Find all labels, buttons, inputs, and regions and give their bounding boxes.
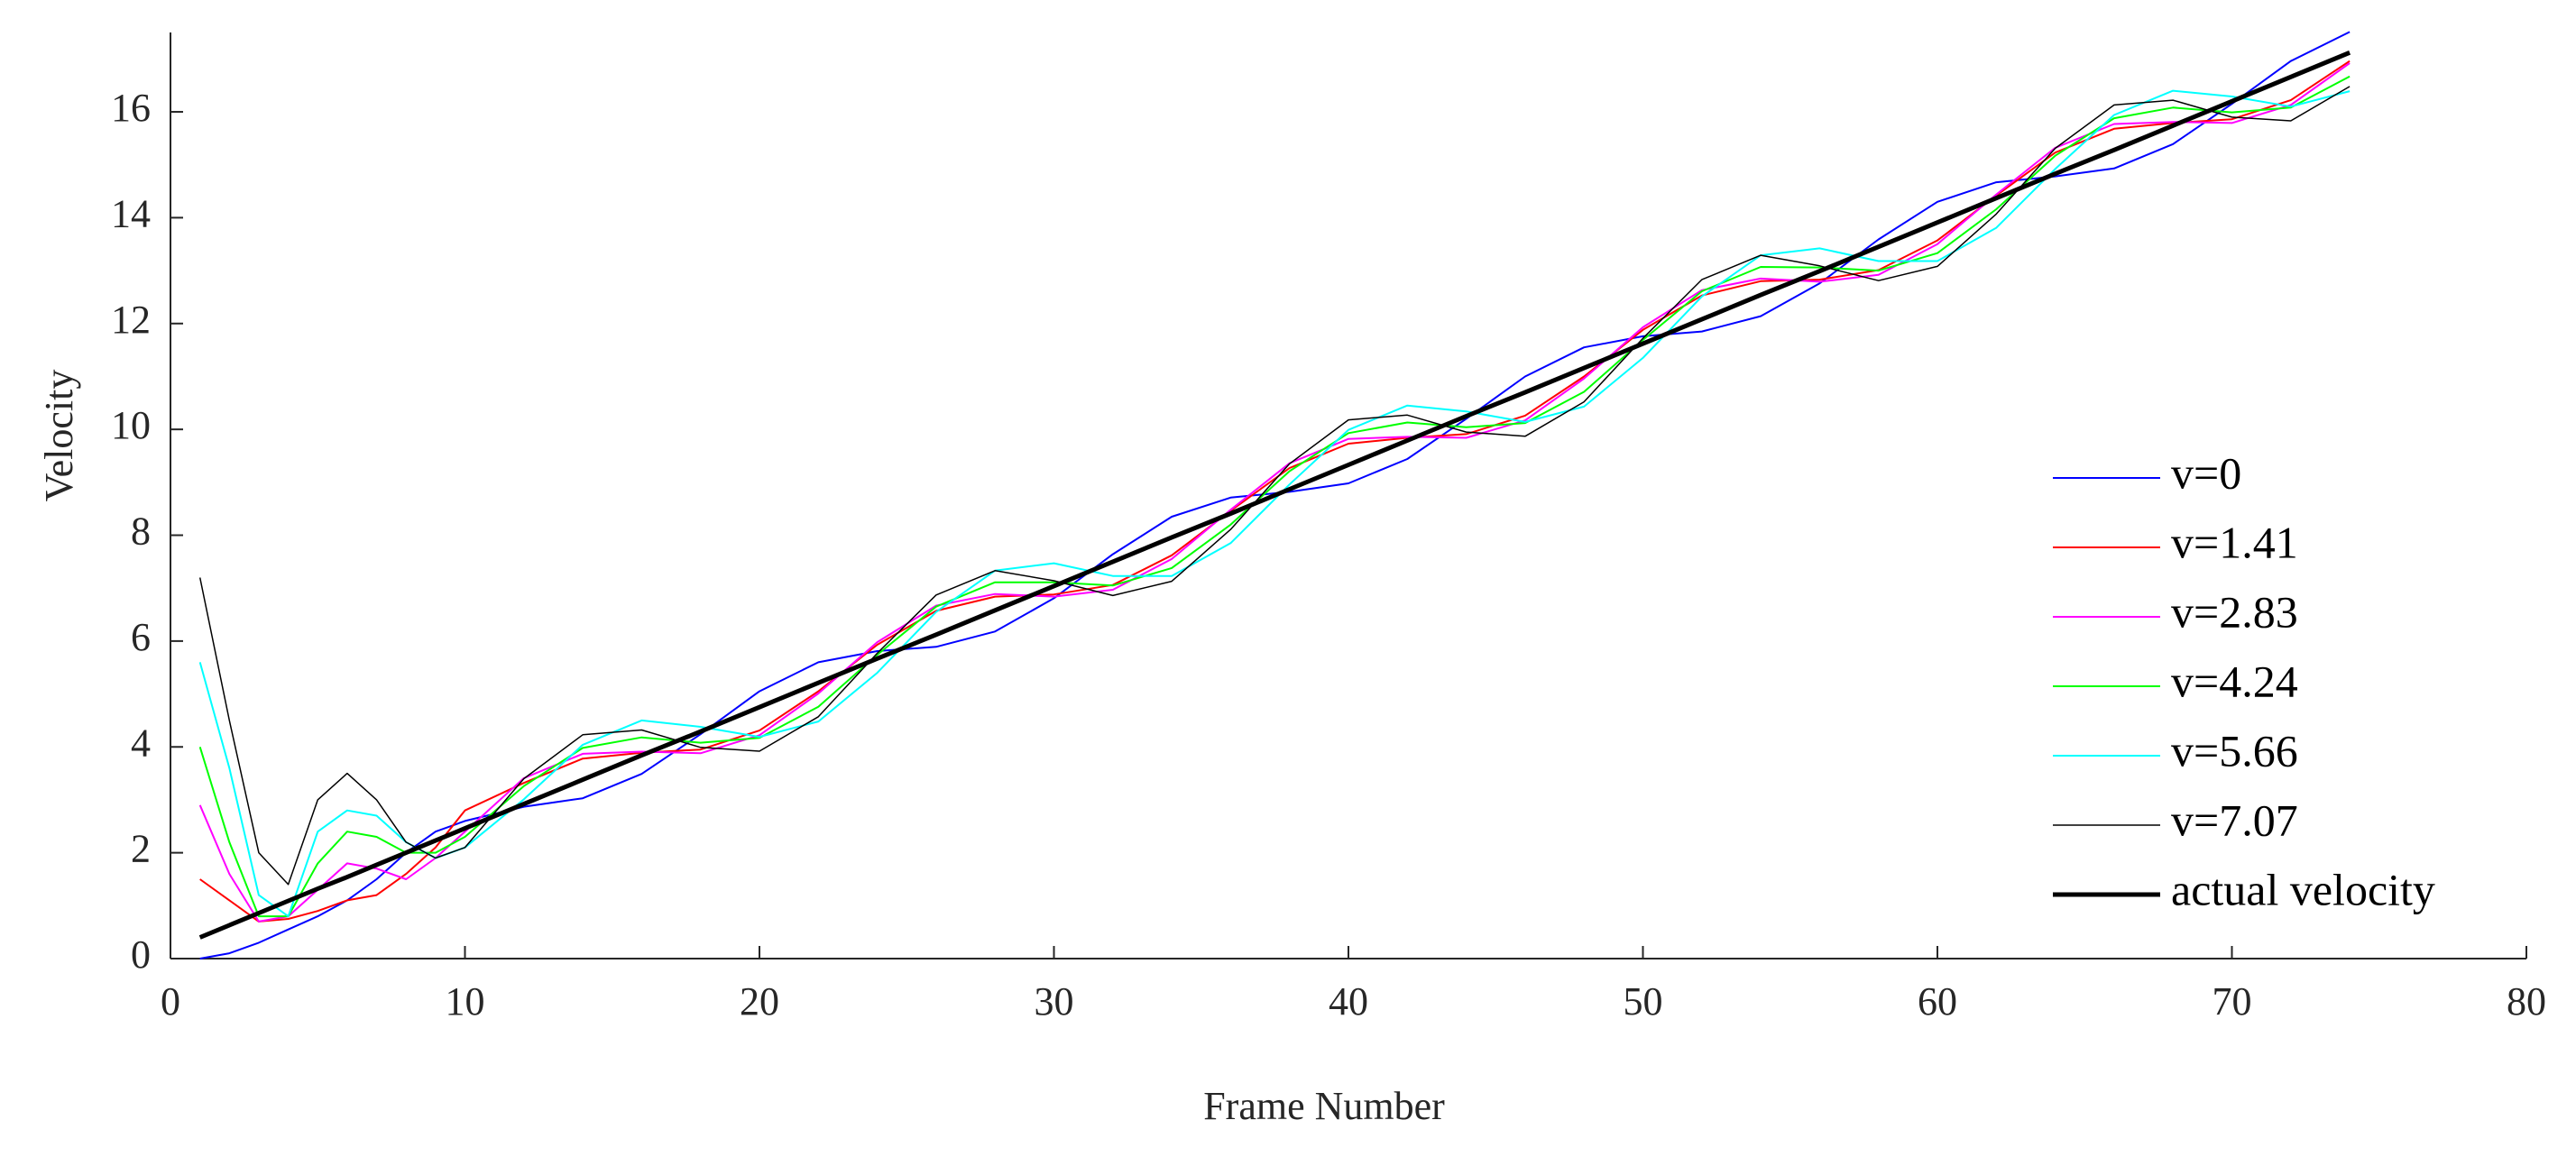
data-line xyxy=(198,86,2351,886)
y-tick-label: 2 xyxy=(131,827,151,871)
legend-label: v=0 xyxy=(2171,447,2241,498)
legend-label: v=4.24 xyxy=(2171,656,2298,706)
x-tick-label: 0 xyxy=(161,979,180,1024)
y-tick-label: 6 xyxy=(131,615,151,659)
x-axis-label: Frame Number xyxy=(1203,1084,1445,1128)
y-axis-label: Velocity xyxy=(37,370,81,502)
x-tick-label: 70 xyxy=(2213,979,2252,1024)
data-line xyxy=(198,89,2351,918)
data-line xyxy=(199,60,2351,923)
x-tick-label: 60 xyxy=(1918,979,1957,1024)
y-tick-label: 8 xyxy=(131,510,151,554)
y-tick-label: 16 xyxy=(111,86,151,130)
data-line xyxy=(198,50,2351,940)
x-tick-label: 40 xyxy=(1329,979,1368,1024)
y-tick-label: 0 xyxy=(131,932,151,977)
x-tick-label: 30 xyxy=(1035,979,1074,1024)
x-tick-label: 50 xyxy=(1624,979,1663,1024)
legend-label: v=1.41 xyxy=(2171,517,2298,567)
y-tick-label: 12 xyxy=(111,298,151,342)
legend-label: actual velocity xyxy=(2171,864,2435,914)
y-tick-label: 4 xyxy=(131,721,151,765)
y-tick-label: 10 xyxy=(111,403,151,447)
x-tick-label: 20 xyxy=(740,979,779,1024)
legend-label: v=7.07 xyxy=(2171,794,2298,845)
data-line xyxy=(198,62,2351,923)
y-tick-label: 14 xyxy=(111,191,151,235)
x-tick-label: 10 xyxy=(446,979,485,1024)
legend-label: v=5.66 xyxy=(2171,725,2298,776)
legend-label: v=2.83 xyxy=(2171,586,2298,637)
x-tick-label: 80 xyxy=(2507,979,2546,1024)
